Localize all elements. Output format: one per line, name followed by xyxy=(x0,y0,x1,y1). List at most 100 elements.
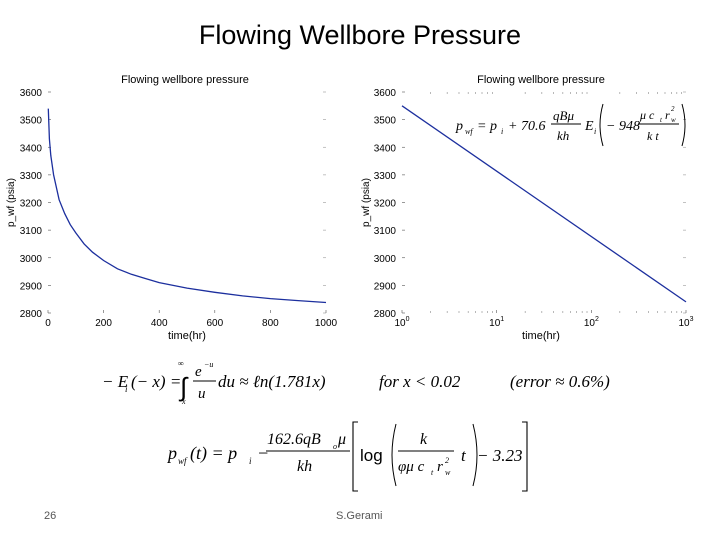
series-line xyxy=(47,108,327,304)
approx-t: (t) = p xyxy=(190,443,237,464)
approx-num-mu: μ xyxy=(337,431,346,448)
inset-inner-num: μ c xyxy=(639,108,655,122)
inset-num: qBμ xyxy=(553,108,574,123)
x-axis-label: time(hr) xyxy=(168,330,206,342)
x-tick-label: 400 xyxy=(151,318,168,329)
approx-phi-sub: t xyxy=(431,468,434,477)
inset-inner-den: k t xyxy=(647,129,659,143)
ei-int-upper: ∞ xyxy=(178,359,184,368)
slide-title: Flowing Wellbore Pressure xyxy=(198,20,522,50)
chart-cartesian: Flowing wellbore pressure 2800 2900 3000 310… xyxy=(6,74,338,342)
chart-title: Flowing wellbore pressure xyxy=(121,74,249,86)
approx-den: kh xyxy=(297,458,312,475)
author-footer: S.Gerami xyxy=(336,510,383,522)
x-tick-exponent: 1 xyxy=(500,316,504,323)
y-tick-label: 3400 xyxy=(374,143,397,154)
approx-pi-sub: i xyxy=(249,456,252,466)
y-tick-label: 3100 xyxy=(20,226,43,237)
x-tick-exponent: 2 xyxy=(595,316,599,323)
inset-inner-num-sub: t xyxy=(660,116,663,124)
chart-title: Flowing wellbore pressure xyxy=(477,74,605,86)
approx-lhs-sub: wf xyxy=(178,456,188,466)
y-axis-label: p_wf (psia) xyxy=(6,178,17,227)
inset-paren-left xyxy=(599,103,604,147)
x-tick-label: 101 xyxy=(489,316,504,329)
ei-lhs-sub: i xyxy=(125,384,128,394)
approx-num-sub: o xyxy=(333,442,337,451)
y-axis-label: p_wf (psia) xyxy=(361,178,372,227)
x-tick-label: 0 xyxy=(45,318,51,329)
inset-inner-num-sup: 2 xyxy=(671,105,675,113)
x-tick-label: 103 xyxy=(678,316,693,329)
y-tick-label: 2900 xyxy=(20,281,43,292)
x-tick-label: 800 xyxy=(262,318,279,329)
y-tick-label: 3100 xyxy=(374,226,397,237)
approx-bracket-left xyxy=(352,421,358,492)
inset-plus: + 70.6 xyxy=(508,119,545,134)
y-tick-label: 3300 xyxy=(20,171,43,182)
ei-approximation-equation: − E i (− x) = ∞ ∫ x e −u u du ≈ ℓn(1.781… xyxy=(102,359,610,406)
y-tick-label: 3300 xyxy=(374,171,397,182)
x-tick-exponent: 0 xyxy=(406,316,410,323)
page-number: 26 xyxy=(44,510,57,522)
inset-ei-sub: i xyxy=(594,127,596,136)
y-tick-label: 2900 xyxy=(374,281,397,292)
ei-du: du ≈ ℓn(1.781x) xyxy=(218,372,326,391)
inset-paren-right xyxy=(681,103,686,147)
approx-const: − 3.23 xyxy=(477,446,522,465)
ei-lhs-arg: (− x) = xyxy=(131,372,181,391)
ei-condition: for x < 0.02 xyxy=(379,372,461,391)
y-tick-label: 3600 xyxy=(20,88,43,99)
approx-bracket-right xyxy=(522,421,528,492)
approx-paren-left xyxy=(391,423,397,487)
approx-t2: t xyxy=(461,446,467,465)
y-tick-label: 2800 xyxy=(20,309,43,320)
inset-inner-num-r: r xyxy=(665,108,670,122)
approx-k: k xyxy=(420,431,428,448)
x-tick-label: 600 xyxy=(206,318,223,329)
x-axis-label: time(hr) xyxy=(522,330,560,342)
x-tick-label: 1000 xyxy=(315,318,338,329)
y-tick-label: 3500 xyxy=(20,116,43,127)
y-tick-label: 3200 xyxy=(20,199,43,210)
x-tick-exponent: 3 xyxy=(690,316,694,323)
y-tick-label: 3400 xyxy=(20,143,43,154)
inset-eq-pi: = p xyxy=(477,119,497,134)
approx-num: 162.6qB xyxy=(267,431,321,448)
x-tick-label: 200 xyxy=(95,318,112,329)
approx-minus: − xyxy=(257,443,269,463)
inset-pi-sub: i xyxy=(501,127,503,136)
y-tick-label: 3000 xyxy=(374,254,397,265)
ei-integrand-num-sup: −u xyxy=(204,360,213,369)
y-tick-label: 3600 xyxy=(374,88,397,99)
x-tick-label: 100 xyxy=(394,316,409,329)
inset-lhs: p xyxy=(455,119,463,134)
approx-lhs: p xyxy=(166,443,177,463)
log-approximation-equation: p wf (t) = p i − 162.6qB o μ kh log k φμ… xyxy=(166,421,528,492)
ei-integrand-den: u xyxy=(198,386,206,402)
ei-error: (error ≈ 0.6%) xyxy=(510,372,610,391)
ei-integrand-num: e xyxy=(195,364,202,380)
inset-equation: p wf = p i + 70.6 qBμ kh E i − 948 μ c t… xyxy=(455,103,686,147)
integral-sign: ∫ xyxy=(178,372,189,402)
ei-int-lower: x xyxy=(181,397,186,406)
approx-r-sup: 2 xyxy=(445,456,449,465)
approx-phi: φμ c xyxy=(398,459,425,475)
inset-inner-num-r-sub: w xyxy=(671,116,676,124)
approx-r: r xyxy=(437,459,443,475)
x-tick-label: 102 xyxy=(584,316,599,329)
series-line xyxy=(401,105,687,303)
inset-ei: E xyxy=(584,119,594,134)
ei-lhs: − E xyxy=(102,372,129,391)
y-tick-label: 2800 xyxy=(374,309,397,320)
y-tick-label: 3500 xyxy=(374,116,397,127)
approx-paren-right xyxy=(472,423,478,487)
inset-lhs-sub: wf xyxy=(465,127,474,136)
y-tick-label: 3200 xyxy=(374,199,397,210)
inset-den: kh xyxy=(557,128,569,143)
y-tick-label: 3000 xyxy=(20,254,43,265)
approx-log: log xyxy=(360,446,383,465)
inset-minus: − 948 xyxy=(606,119,640,134)
approx-r-sub: w xyxy=(445,468,451,477)
